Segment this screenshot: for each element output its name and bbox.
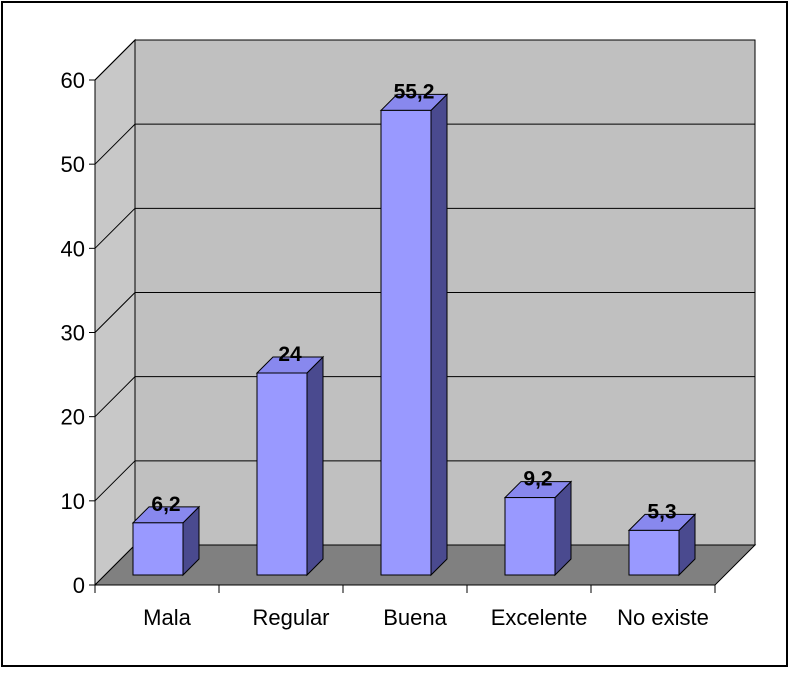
bar: [504, 497, 556, 576]
y-tick-label: 40: [61, 236, 85, 261]
bars: [131, 93, 697, 577]
gridline: [94, 123, 755, 165]
bar-side: [430, 93, 448, 577]
data-label: 55,2: [394, 80, 435, 103]
bar-side: [306, 355, 324, 577]
data-label: 5,3: [647, 500, 676, 523]
gridline: [94, 460, 755, 502]
x-tick-label: Buena: [383, 605, 447, 630]
x-tick-label: Mala: [143, 605, 191, 630]
data-label: 9,2: [523, 468, 552, 491]
labels: 0 10 20 30 40 50 60 6,2 Mala 24 Regular 55,2 Buena 9,…: [61, 68, 709, 630]
y-tick-label: 50: [61, 152, 85, 177]
y-tick-label: 30: [61, 321, 85, 346]
x-tick-label: No existe: [617, 605, 709, 630]
bar: [380, 109, 432, 576]
gridline: [94, 376, 755, 418]
gridlines: [94, 39, 755, 502]
y-tick-label: 10: [61, 489, 85, 514]
x-tick-label: Excelente: [491, 605, 588, 630]
data-label: 6,2: [151, 493, 180, 516]
x-tick-label: Regular: [252, 605, 329, 630]
y-tick-label: 20: [61, 405, 85, 430]
gridline: [94, 292, 755, 333]
data-label: 24: [278, 343, 302, 366]
bar: [628, 529, 680, 576]
bar: [132, 522, 184, 576]
gridline: [94, 39, 755, 81]
y-tick-label: 0: [73, 573, 85, 598]
axes: [89, 79, 716, 593]
gridline: [94, 207, 755, 249]
bar: [256, 372, 308, 576]
y-tick-label: 60: [61, 68, 85, 93]
